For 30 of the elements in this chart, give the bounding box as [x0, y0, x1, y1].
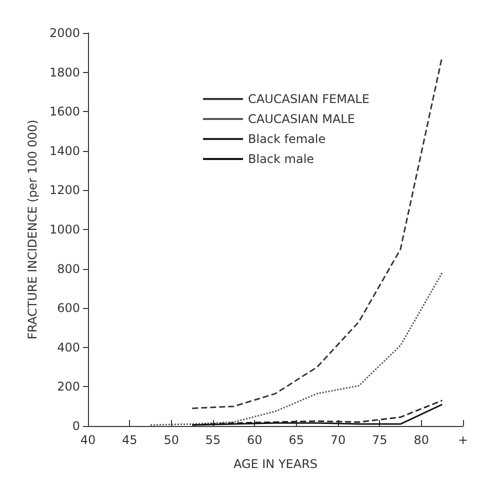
x-tick-label: 45	[122, 433, 138, 447]
x-tick-label: 70	[330, 433, 346, 447]
x-tick-label: 55	[205, 433, 221, 447]
x-tick-label: 60	[247, 433, 262, 447]
line-series	[191, 400, 443, 426]
x-tick-label: +	[458, 433, 468, 447]
x-axis-title: AGE IN YEARS	[233, 457, 318, 471]
y-tick-label: 200	[57, 380, 80, 394]
y-tick-label: 800	[57, 262, 80, 276]
x-tick-label: 40	[80, 433, 96, 447]
x-tick-label: 75	[372, 433, 388, 447]
y-tick-label: 600	[57, 301, 80, 316]
y-tick-label: 0	[72, 419, 80, 433]
legend-label: Black male	[248, 152, 314, 166]
y-tick-label: 1000	[49, 222, 80, 236]
y-tick-label: 1800	[49, 65, 80, 80]
y-tick-label: 1600	[49, 104, 80, 119]
legend-label: Black female	[248, 132, 326, 146]
legend-label: CAUCASIAN FEMALE	[248, 92, 370, 106]
y-tick-label: 1400	[49, 144, 80, 158]
y-tick-label: 400	[57, 340, 80, 354]
line-series	[191, 404, 443, 426]
y-tick-label: 2000	[49, 26, 80, 40]
x-tick-label: 50	[164, 433, 179, 447]
x-tick-label: 65	[288, 433, 304, 447]
y-tick-label: 1200	[49, 183, 80, 198]
x-tick-label: 80	[414, 433, 429, 447]
legend-label: CAUCASIAN MALE	[248, 112, 355, 126]
line-series	[150, 272, 443, 426]
y-axis-title: FRACTURE INCIDENCE (per 100 000)	[26, 120, 40, 340]
